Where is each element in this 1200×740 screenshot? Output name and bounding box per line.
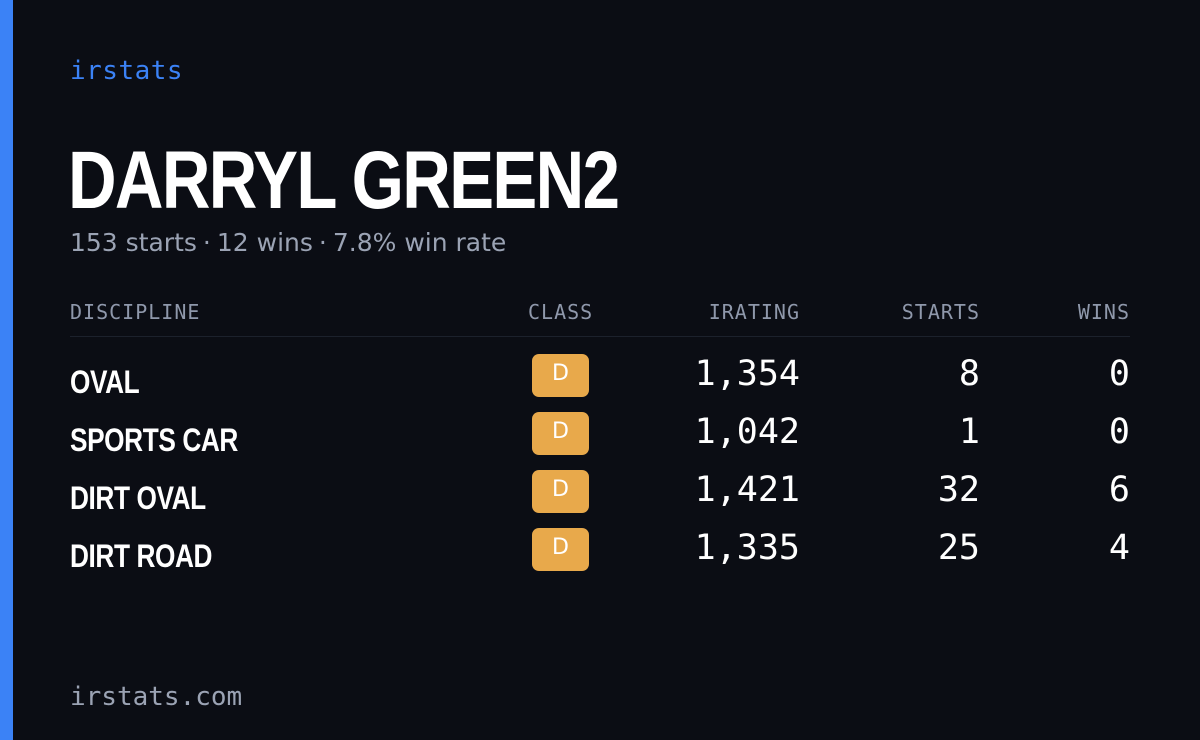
win-rate-summary: 7.8% win rate — [332, 228, 507, 257]
starts-summary: 153 starts — [70, 228, 197, 257]
class-badge: D — [532, 354, 589, 397]
wins-value: 4 — [1108, 528, 1130, 568]
discipline-name: SPORTS CAR — [70, 422, 238, 458]
header-discipline: DISCIPLINE — [70, 300, 201, 324]
table-row: SPORTS CAR D 1,042 1 0 — [70, 410, 1130, 468]
class-badge: D — [532, 412, 589, 455]
table-row: OVAL D 1,354 8 0 — [70, 352, 1130, 410]
starts-value: 8 — [958, 354, 980, 394]
driver-summary: 153 starts · 12 wins · 7.8% win rate — [70, 228, 506, 257]
class-badge: D — [532, 528, 589, 571]
footer-domain: irstats.com — [70, 682, 243, 712]
irating-value: 1,335 — [694, 528, 800, 568]
starts-value: 32 — [937, 470, 980, 510]
header-starts: STARTS — [901, 300, 980, 324]
starts-value: 25 — [937, 528, 980, 568]
table-header: DISCIPLINE CLASS IRATING STARTS WINS — [70, 300, 1130, 337]
discipline-name: DIRT ROAD — [70, 538, 213, 574]
wins-value: 6 — [1108, 470, 1130, 510]
discipline-table: DISCIPLINE CLASS IRATING STARTS WINS OVA… — [70, 300, 1130, 574]
separator: · — [202, 228, 211, 257]
class-badge: D — [532, 470, 589, 513]
wins-value: 0 — [1108, 354, 1130, 394]
table-body: OVAL D 1,354 8 0 SPORTS CAR D 1,042 1 0 … — [70, 352, 1130, 584]
irating-value: 1,042 — [694, 412, 800, 452]
wins-value: 0 — [1108, 412, 1130, 452]
irating-value: 1,421 — [694, 470, 800, 510]
table-row: DIRT OVAL D 1,421 32 6 — [70, 468, 1130, 526]
header-irating: IRATING — [708, 300, 800, 324]
header-class: CLASS — [528, 300, 594, 324]
separator: · — [318, 228, 327, 257]
driver-name: DARRYL GREEN2 — [68, 135, 620, 226]
discipline-name: OVAL — [70, 364, 140, 400]
starts-value: 1 — [958, 412, 980, 452]
discipline-name: DIRT OVAL — [70, 480, 206, 516]
irating-value: 1,354 — [694, 354, 800, 394]
accent-bar — [0, 0, 13, 740]
brand-logo: irstats — [70, 56, 184, 86]
table-row: DIRT ROAD D 1,335 25 4 — [70, 526, 1130, 584]
header-wins: WINS — [1077, 300, 1130, 324]
wins-summary: 12 wins — [216, 228, 313, 257]
